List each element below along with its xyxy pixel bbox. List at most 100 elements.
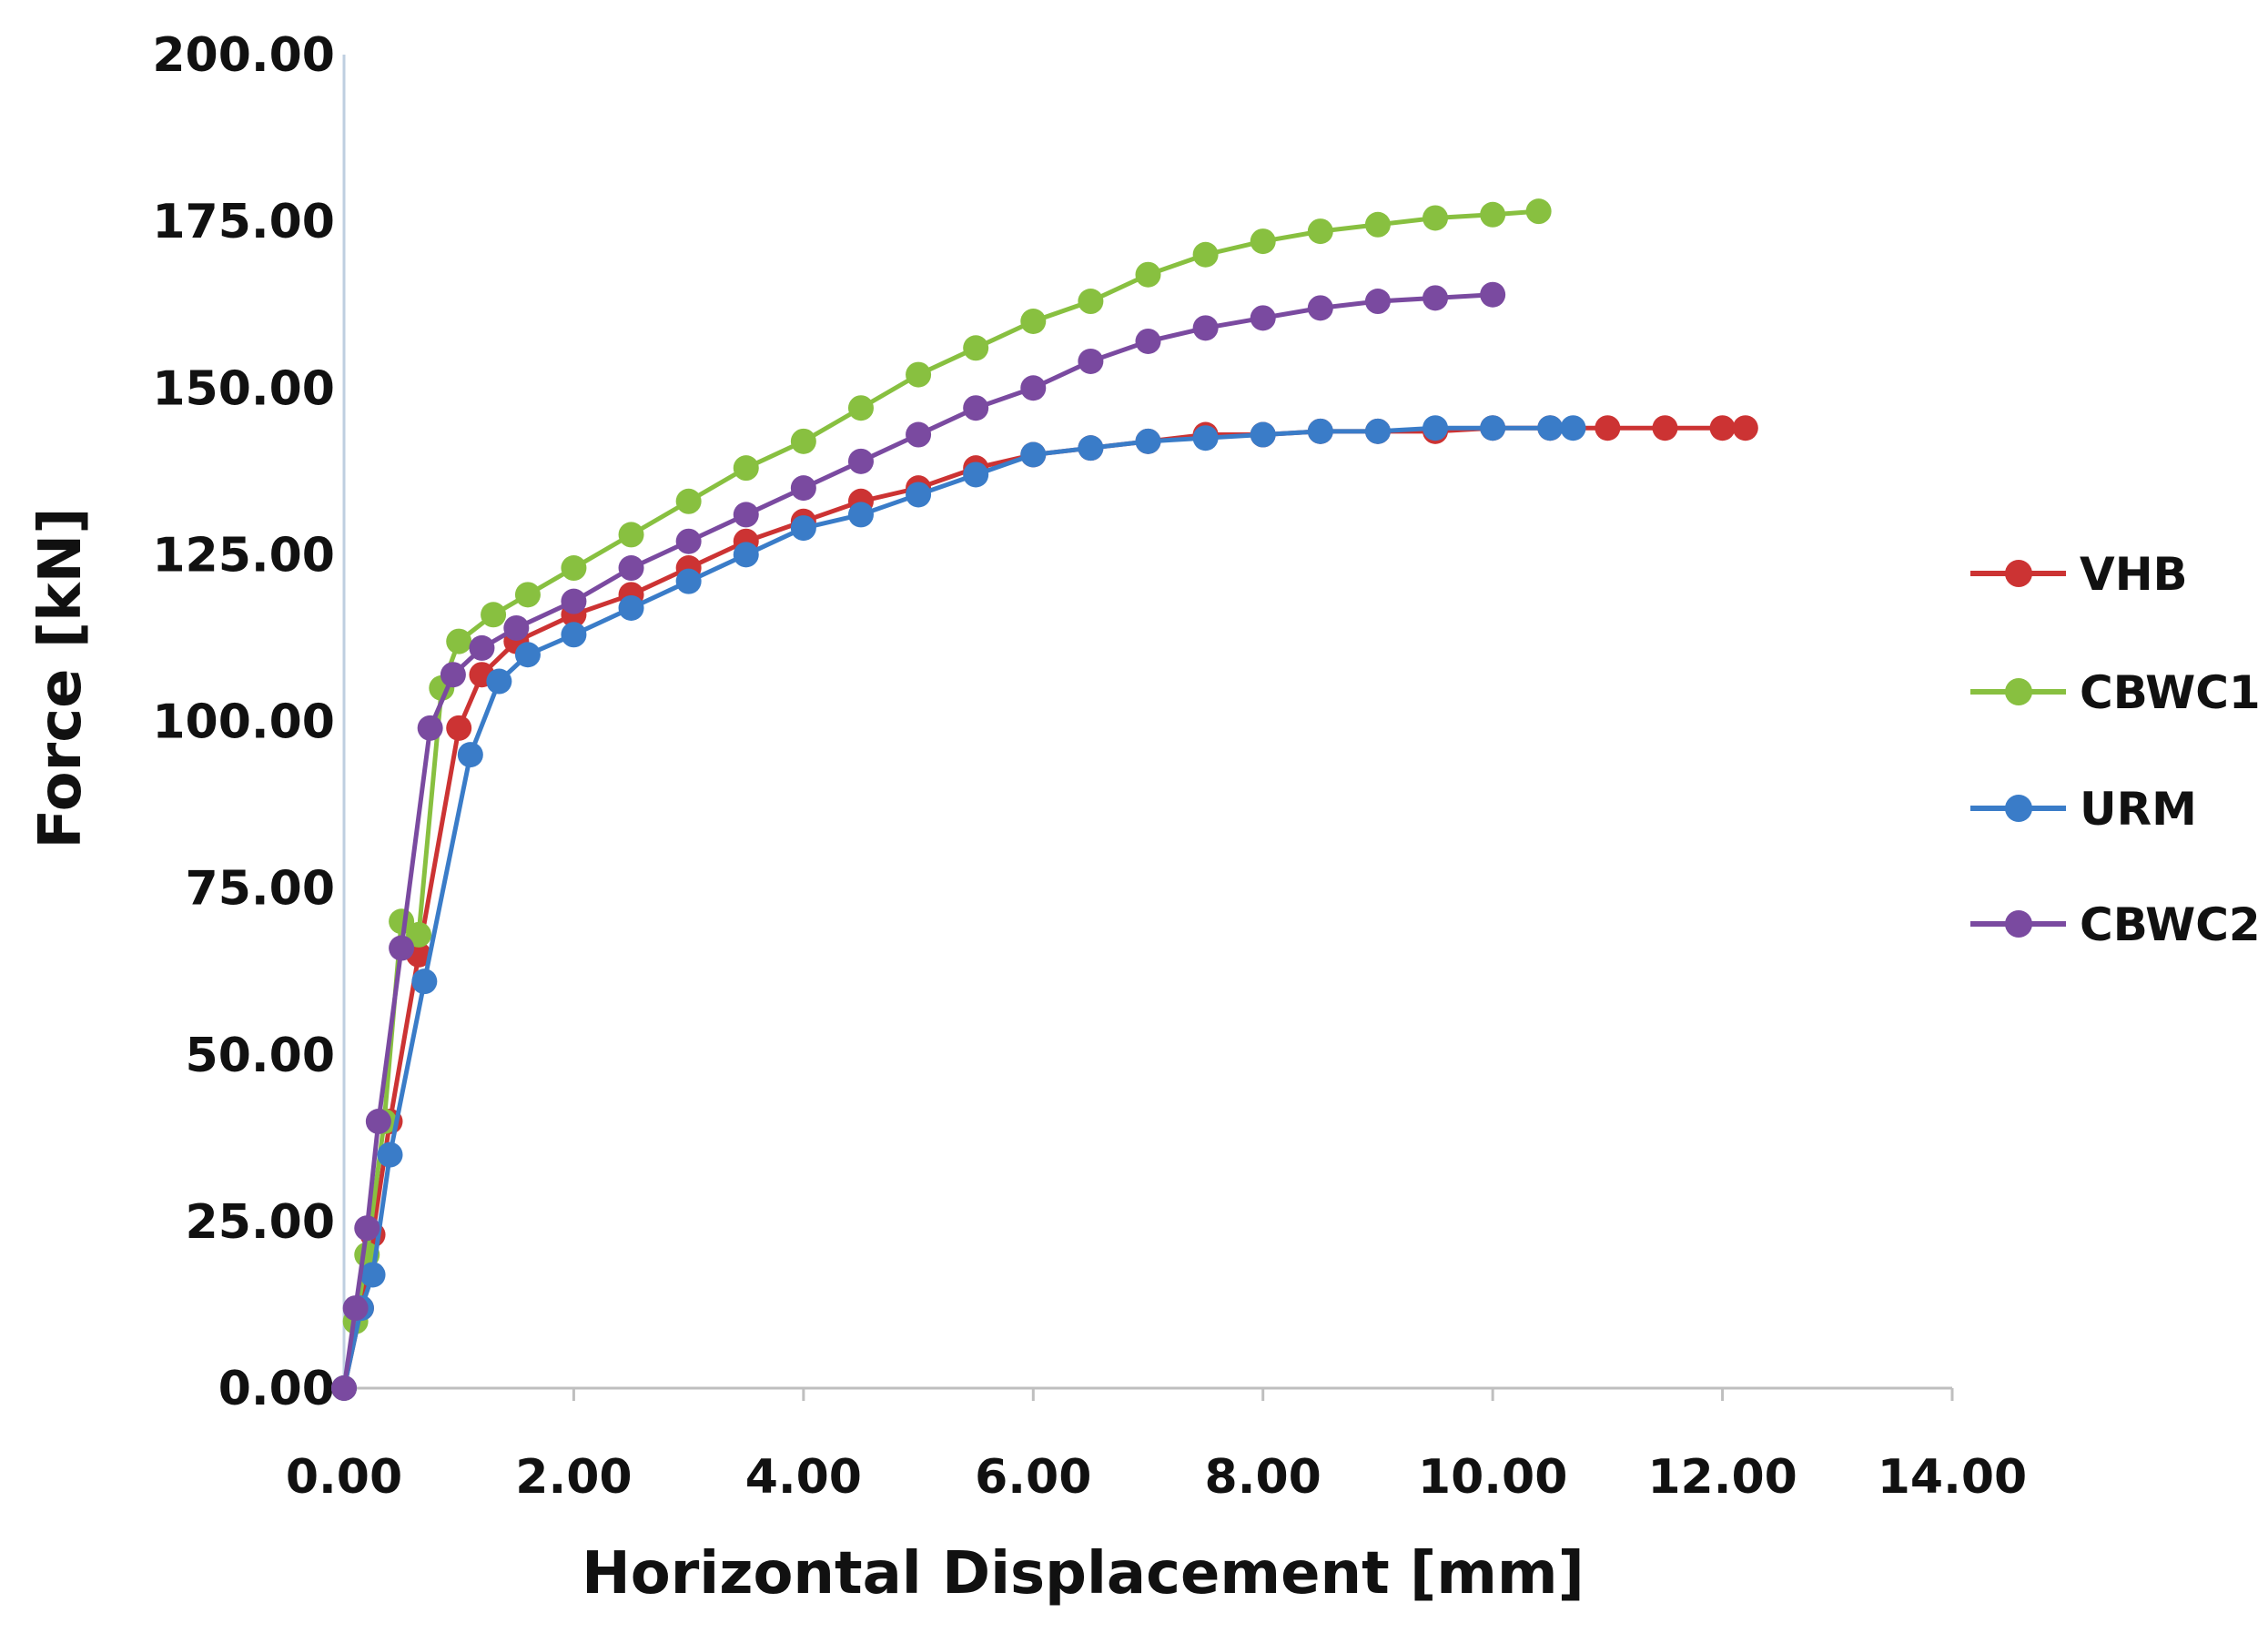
data-point-cbwc2: [963, 395, 989, 421]
legend-item-cbwc1: CBWC1: [1970, 666, 2261, 719]
legend-swatch-marker: [2005, 560, 2032, 587]
data-point-urm: [561, 622, 587, 648]
data-point-cbwc2: [675, 528, 702, 554]
data-point-cbwc2: [1192, 315, 1219, 341]
x-axis: 0.00 2.00 4.00 6.00 8.00 10.00 12.00 14.00: [286, 1386, 2027, 1505]
data-point-urm: [457, 742, 483, 768]
data-point-cbwc2: [733, 502, 759, 528]
data-point-urm: [1307, 418, 1333, 444]
data-point-urm: [906, 482, 932, 508]
data-point-cbwc2: [1020, 375, 1047, 401]
data-point-vhb: [1709, 415, 1736, 441]
data-point-urm: [1423, 415, 1449, 441]
y-tick-label: 150.00: [152, 361, 335, 416]
y-tick-label: 100.00: [152, 695, 335, 750]
data-point-cbwc2: [1364, 289, 1391, 315]
data-point-cbwc1: [675, 488, 702, 514]
data-point-cbwc2: [1078, 348, 1104, 374]
data-point-cbwc2: [1423, 285, 1449, 311]
x-tick-label: 4.00: [745, 1450, 862, 1505]
data-point-cbwc1: [561, 555, 587, 582]
legend-label: CBWC2: [2080, 898, 2261, 951]
data-point-cbwc2: [790, 475, 816, 502]
data-point-urm: [1020, 441, 1047, 468]
data-point-cbwc2: [389, 935, 415, 961]
series-urm: [331, 415, 1586, 1401]
data-point-cbwc2: [1480, 281, 1506, 308]
data-point-urm: [963, 462, 989, 488]
legend-label: URM: [2080, 783, 2197, 836]
legend-swatch-marker: [2005, 795, 2032, 822]
series-group: [331, 198, 1758, 1401]
data-point-cbwc1: [1192, 241, 1219, 268]
data-point-cbwc1: [446, 628, 472, 654]
legend-swatch-marker: [2005, 910, 2032, 938]
data-point-urm: [1250, 421, 1276, 448]
data-point-urm: [790, 515, 816, 542]
x-axis-title: Horizontal Displacement [mm]: [582, 1540, 1585, 1608]
data-point-cbwc2: [354, 1215, 380, 1242]
data-point-cbwc1: [1364, 211, 1391, 238]
data-point-cbwc1: [1480, 201, 1506, 228]
data-point-cbwc1: [1135, 261, 1161, 288]
x-tick-label: 10.00: [1418, 1450, 1567, 1505]
legend-swatch-marker: [2005, 678, 2032, 705]
x-tick-label: 2.00: [515, 1450, 632, 1505]
series-vhb: [331, 415, 1758, 1401]
data-point-cbwc1: [847, 395, 874, 421]
y-tick-label: 25.00: [186, 1195, 335, 1250]
data-point-cbwc2: [1307, 295, 1333, 321]
series-cbwc1: [331, 198, 1552, 1401]
data-point-cbwc1: [1423, 205, 1449, 231]
data-point-cbwc2: [342, 1295, 369, 1322]
legend-item-urm: URM: [1970, 783, 2197, 836]
y-tick-label: 200.00: [152, 28, 335, 83]
series-cbwc2: [331, 281, 1506, 1401]
y-tick-label: 50.00: [186, 1029, 335, 1083]
x-tick-label: 0.00: [286, 1450, 402, 1505]
data-point-cbwc2: [1250, 305, 1276, 331]
y-axis-title: Force [kN]: [27, 508, 95, 849]
data-point-cbwc1: [1525, 198, 1552, 225]
data-point-cbwc1: [481, 602, 507, 628]
legend-item-vhb: VHB: [1970, 548, 2188, 601]
data-point-cbwc2: [1135, 328, 1161, 354]
data-point-urm: [618, 594, 644, 621]
y-axis: 0.00 25.00 50.00 75.00 100.00 125.00 150.00 175…: [152, 28, 346, 1416]
data-point-urm: [377, 1141, 403, 1168]
x-tick-label: 14.00: [1878, 1450, 2027, 1505]
data-point-cbwc1: [1250, 228, 1276, 255]
y-tick-label: 175.00: [152, 195, 335, 249]
data-point-vhb: [1732, 415, 1758, 441]
legend-label: VHB: [2080, 548, 2188, 601]
data-point-urm: [359, 1262, 386, 1288]
data-point-cbwc2: [618, 555, 644, 582]
data-point-urm: [1364, 418, 1391, 444]
data-point-cbwc2: [331, 1375, 357, 1401]
y-tick-label: 125.00: [152, 528, 335, 583]
data-point-cbwc1: [618, 522, 644, 548]
data-point-cbwc1: [733, 455, 759, 482]
data-point-cbwc1: [406, 921, 432, 948]
data-point-vhb: [1652, 415, 1678, 441]
data-point-cbwc2: [906, 421, 932, 448]
x-tick-marks: [342, 1388, 1954, 1401]
data-point-urm: [847, 502, 874, 528]
data-point-cbwc1: [514, 582, 541, 608]
x-tick-label: 12.00: [1647, 1450, 1797, 1505]
data-point-urm: [733, 542, 759, 568]
data-point-vhb: [446, 715, 472, 741]
legend-label: CBWC1: [2080, 666, 2261, 719]
legend-item-cbwc2: CBWC2: [1970, 898, 2261, 951]
data-point-urm: [486, 668, 512, 695]
data-point-cbwc1: [963, 335, 989, 361]
y-tick-label: 75.00: [186, 862, 335, 917]
series-line-cbwc2: [341, 292, 1493, 1389]
data-point-cbwc2: [417, 715, 443, 741]
data-point-cbwc2: [561, 588, 587, 614]
data-point-urm: [675, 568, 702, 594]
data-point-cbwc2: [440, 662, 466, 688]
data-point-urm: [411, 969, 438, 995]
x-tick-labels: 0.00 2.00 4.00 6.00 8.00 10.00 12.00 14.00: [286, 1450, 2027, 1505]
data-point-cbwc1: [1020, 309, 1047, 334]
